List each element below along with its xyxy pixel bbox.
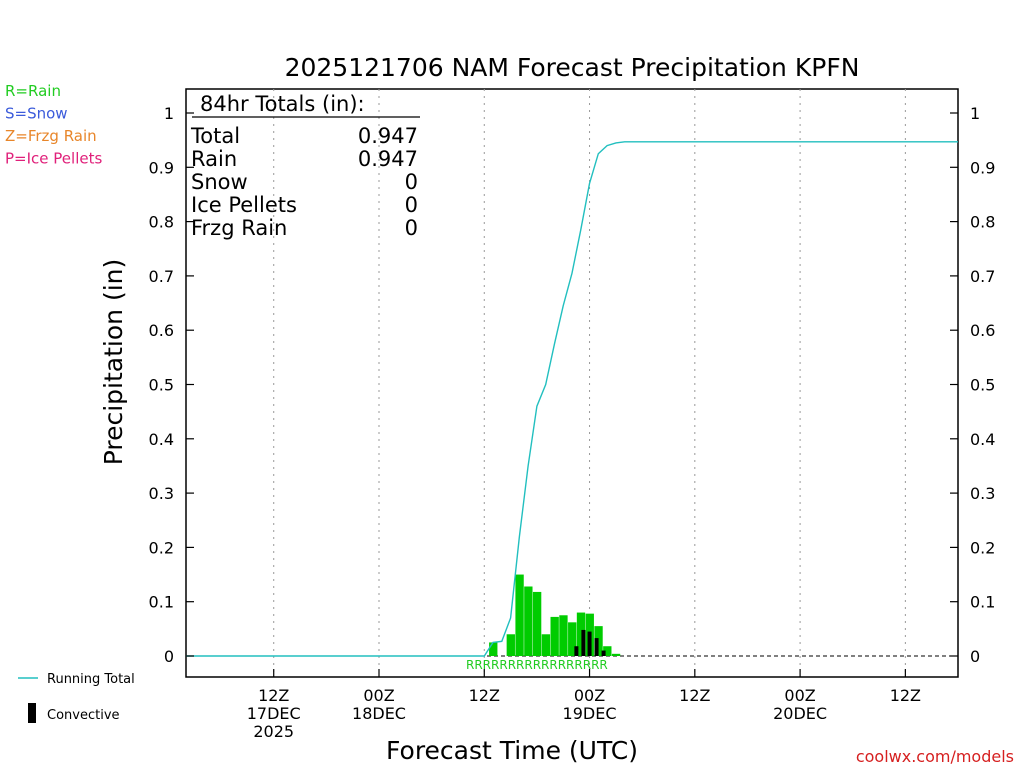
- totals-value: 0: [405, 193, 418, 217]
- totals-header: 84hr Totals (in):: [200, 92, 365, 116]
- y-tick-label-right: 0.6: [970, 321, 995, 340]
- x-tick-label: 00Z: [363, 686, 394, 705]
- y-tick-label-right: 0.4: [970, 430, 995, 449]
- legend-type-entry: Z=Frzg Rain: [5, 127, 97, 145]
- running-total-line: [186, 141, 958, 657]
- precip-type-legend: R=Rain S=Snow Z=Frzg Rain P=Ice Pellets: [5, 82, 102, 168]
- y-tick-label: 0.3: [149, 484, 174, 503]
- y-tick-label: 0.8: [149, 213, 174, 232]
- y-tick-label: 0: [164, 647, 174, 666]
- y-tick-label-right: 0.7: [970, 267, 995, 286]
- convective-bar: [601, 650, 606, 656]
- x-tick-label: 12Z: [258, 686, 289, 705]
- totals-value: 0: [405, 170, 418, 194]
- rain-bar: [489, 642, 498, 656]
- precip-type-markers: RRRRRRRRRRRRRRRRR: [466, 658, 608, 672]
- rain-bar: [515, 574, 524, 656]
- chart-title: 2025121706 NAM Forecast Precipitation KP…: [285, 53, 860, 82]
- x-tick-label: 19DEC: [563, 704, 617, 723]
- totals-box: 84hr Totals (in): Total 0.947 Rain 0.947 Sno…: [190, 92, 420, 240]
- y-tick-label-right: 0: [970, 647, 980, 666]
- x-tick-label: 20DEC: [773, 704, 827, 723]
- y-tick-label-right: 0.9: [970, 158, 995, 177]
- y-tick-label: 0.1: [149, 593, 174, 612]
- x-tick-label: 00Z: [574, 686, 605, 705]
- series-legend-label: Convective: [47, 708, 120, 723]
- totals-value: 0.947: [358, 147, 418, 171]
- y-tick-label-right: 0.1: [970, 593, 995, 612]
- x-tick-label: 2025: [253, 722, 294, 741]
- legend-type-entry: S=Snow: [5, 105, 68, 123]
- y-axis: 0 00.1 0.10.2 0.20.3 0.30.4 0.40.5 0.50.6 0.60.…: [149, 104, 996, 666]
- rain-bar: [541, 634, 551, 656]
- y-axis-label: Precipitation (in): [99, 259, 128, 466]
- totals-value: 0.947: [358, 124, 418, 148]
- x-tick-label: 18DEC: [352, 704, 406, 723]
- x-axis-label: Forecast Time (UTC): [386, 736, 638, 765]
- convective-bar: [574, 646, 579, 656]
- totals-label: Total: [190, 124, 240, 148]
- totals-label: Ice Pellets: [191, 193, 297, 217]
- totals-value: 0: [405, 216, 418, 240]
- rain-bar: [576, 612, 586, 656]
- rain-bar: [550, 616, 559, 656]
- y-tick-label-right: 0.2: [970, 538, 995, 557]
- x-tick-label: 12Z: [679, 686, 710, 705]
- y-tick-label: 0.9: [149, 158, 174, 177]
- rain-bar: [568, 622, 577, 656]
- rain-bar: [559, 615, 568, 656]
- convective-bar: [594, 638, 599, 656]
- x-tick-label: 12Z: [469, 686, 500, 705]
- legend-type-entry: R=Rain: [5, 82, 61, 100]
- series-legend: Running Total Convective: [18, 672, 135, 723]
- y-tick-label: 0.4: [149, 430, 174, 449]
- x-tick-label: 12Z: [890, 686, 921, 705]
- rain-bar: [532, 591, 542, 656]
- rain-bar: [524, 586, 533, 656]
- series-legend-label: Running Total: [47, 672, 135, 687]
- gridlines: [273, 89, 906, 677]
- rain-bars: [489, 574, 621, 656]
- rain-bar: [611, 653, 621, 656]
- y-tick-label: 0.6: [149, 321, 174, 340]
- credit-text: coolwx.com/models: [856, 747, 1014, 766]
- x-tick-label: 17DEC: [247, 704, 301, 723]
- y-tick-label-right: 0.5: [970, 376, 995, 395]
- y-tick-label: 0.7: [149, 267, 174, 286]
- y-tick-label-right: 0.3: [970, 484, 995, 503]
- convective-swatch: [28, 703, 36, 723]
- legend-type-entry: P=Ice Pellets: [5, 150, 102, 168]
- x-tick-label: 00Z: [784, 686, 815, 705]
- totals-label: Frzg Rain: [191, 216, 287, 240]
- y-tick-label-right: 0.8: [970, 213, 995, 232]
- convective-bars: [574, 629, 606, 656]
- y-tick-label: 1: [164, 104, 174, 123]
- totals-label: Rain: [191, 147, 237, 171]
- rain-bar: [506, 634, 515, 656]
- y-tick-label: 0.2: [149, 538, 174, 557]
- convective-bar: [581, 629, 586, 656]
- y-tick-label-right: 1: [970, 104, 980, 123]
- plot-frame: [185, 88, 959, 678]
- convective-bar: [587, 631, 592, 656]
- rain-bar: [603, 646, 612, 656]
- totals-label: Snow: [191, 170, 248, 194]
- y-tick-label: 0.5: [149, 376, 174, 395]
